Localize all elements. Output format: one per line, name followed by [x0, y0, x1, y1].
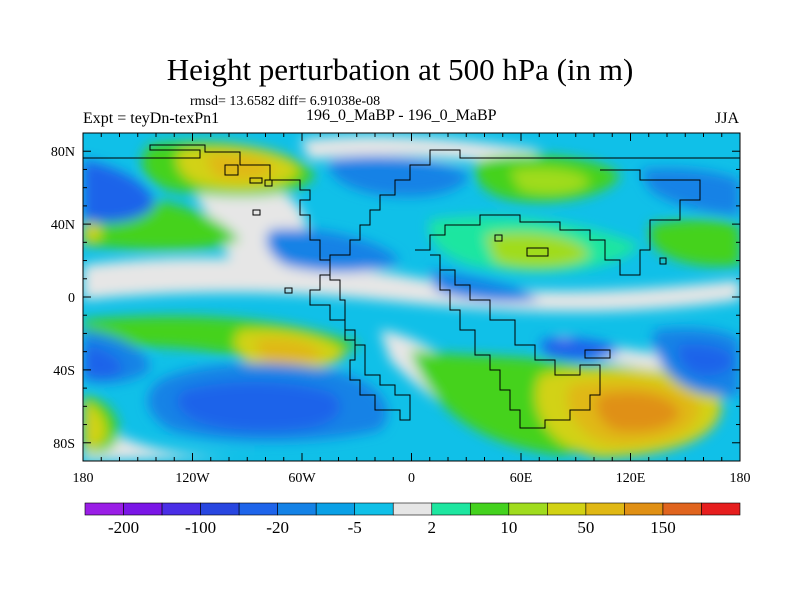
- y-tick-label: 80N: [51, 145, 75, 160]
- colorbar-swatch: [354, 502, 394, 516]
- contour-field: [83, 133, 740, 461]
- colorbar-swatch: [277, 502, 317, 516]
- colorbar-label: -100: [185, 518, 216, 537]
- colorbar-swatch: [123, 502, 163, 516]
- x-tick-label: 180: [730, 471, 751, 486]
- colorbar-label: 50: [577, 518, 594, 537]
- y-tick-label: 40S: [53, 364, 75, 379]
- colorbar-swatch: [315, 502, 356, 516]
- colorbar-swatch: [585, 502, 625, 516]
- experiment-label: Expt = teyDn-texPn1: [83, 110, 220, 127]
- y-tick-label: 40N: [51, 218, 75, 233]
- season-label: JJA: [715, 110, 740, 127]
- colorbar-label: 10: [500, 518, 517, 537]
- colorbar-swatch: [238, 502, 278, 516]
- colorbar-swatch: [547, 502, 587, 516]
- colorbar-swatch: [662, 502, 702, 516]
- x-tick-label: 120W: [175, 471, 210, 486]
- colorbar-swatch: [431, 502, 471, 516]
- x-tick-label: 180: [73, 471, 94, 486]
- colorbar: -200 -100 -20 -5 2 10 50 150: [84, 502, 741, 537]
- chart-title: Height perturbation at 500 hPa (in m): [166, 52, 634, 87]
- y-tick-label: 80S: [53, 437, 75, 452]
- colorbar-swatch: [161, 502, 201, 516]
- colorbar-swatch: [508, 502, 548, 516]
- axes: 180 120W 60W 0 60E 120E 180 80N 40N 0 40S 80S: [51, 132, 751, 486]
- colorbar-swatch: [200, 502, 240, 516]
- y-tick-label: 0: [68, 291, 75, 306]
- colorbar-swatch: [392, 502, 433, 516]
- x-tick-label: 0: [408, 471, 415, 486]
- x-tick-label: 60W: [288, 471, 316, 486]
- colorbar-swatch: [701, 502, 741, 516]
- colorbar-swatch: [469, 502, 510, 516]
- colorbar-label: 2: [428, 518, 437, 537]
- colorbar-swatch: [624, 502, 664, 516]
- x-tick-label: 120E: [616, 471, 646, 486]
- colorbar-label: -20: [266, 518, 289, 537]
- coastline: [83, 144, 740, 429]
- colorbar-label: -200: [108, 518, 139, 537]
- colorbar-label: -5: [348, 518, 362, 537]
- x-tick-label: 60E: [510, 471, 533, 486]
- center-label: 196_0_MaBP - 196_0_MaBP: [306, 107, 497, 124]
- colorbar-swatch: [84, 502, 124, 516]
- colorbar-label: 150: [650, 518, 676, 537]
- stats-label: rmsd= 13.6582 diff= 6.91038e-08: [190, 94, 381, 109]
